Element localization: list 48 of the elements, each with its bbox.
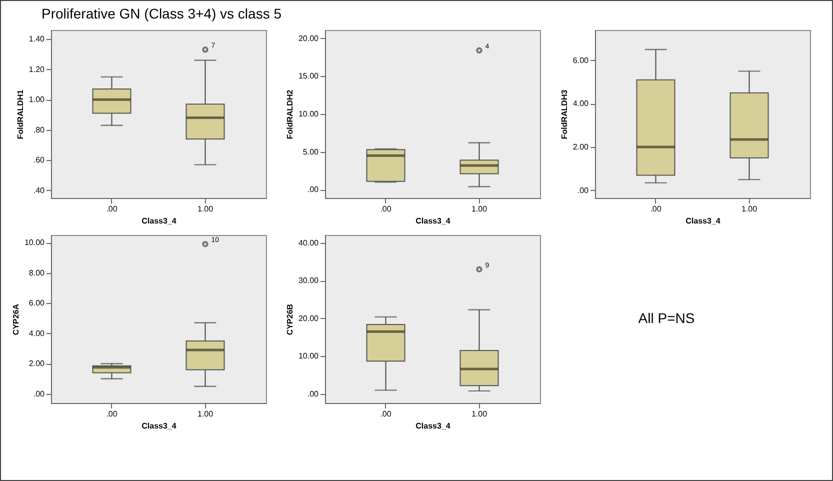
y-tick-label: .00 — [307, 389, 320, 398]
x-axis-title: Class3_4 — [142, 216, 177, 226]
y-tick-label: 10.00 — [298, 110, 320, 118]
x-tick-label: .00 — [380, 204, 392, 214]
y-tick-label: .60 — [33, 156, 46, 165]
y-tick-label: 20.00 — [298, 34, 320, 43]
x-tick-label: 1.00 — [741, 204, 758, 214]
y-tick-label: 2.00 — [28, 359, 46, 368]
y-tick-label: .00 — [577, 186, 590, 195]
y-axis-title: CYP26B — [285, 304, 294, 336]
x-tick-label: 1.00 — [471, 410, 488, 418]
y-axis-title: FoldRALDH1 — [16, 89, 25, 140]
y-tick-label: 30.00 — [298, 276, 320, 286]
chart-title: Proliferative GN (Class 3+4) vs class 5 — [41, 6, 282, 22]
y-tick-label: 4.00 — [28, 328, 46, 338]
x-tick-label: .00 — [106, 410, 118, 418]
y-tick-label: 6.00 — [28, 298, 46, 308]
y-tick-label: 10.00 — [298, 352, 320, 361]
x-axis-title: Class3_4 — [142, 422, 177, 430]
y-tick-label: 1.40 — [28, 34, 46, 44]
y-tick-label: .40 — [33, 186, 46, 195]
x-tick-label: .00 — [650, 204, 662, 214]
text: All P=NS — [638, 310, 695, 326]
x-tick-label: 1.00 — [197, 204, 214, 214]
y-axis-title: CYP26A — [11, 304, 20, 336]
x-tick-label: 1.00 — [471, 204, 488, 214]
y-tick-label: 6.00 — [572, 56, 590, 65]
x-axis-title: Class3_4 — [416, 216, 451, 226]
y-axis-title: FoldRALDH2 — [285, 89, 294, 140]
y-tick-label: 20.00 — [298, 314, 320, 323]
y-tick-label: 2.00 — [572, 142, 590, 152]
y-tick-label: 40.00 — [298, 238, 320, 248]
y-tick-label: 4.00 — [572, 99, 590, 108]
y-axis-title: FoldRALDH3 — [560, 89, 569, 140]
y-tick-label: .00 — [33, 389, 46, 398]
y-tick-label: .80 — [33, 125, 46, 134]
y-tick-label: 15.00 — [298, 72, 320, 81]
x-axis-title: Class3_4 — [416, 422, 451, 430]
x-tick-label: .00 — [380, 410, 392, 418]
x-axis-title: Class3_4 — [686, 216, 721, 226]
y-tick-label: .00 — [307, 185, 320, 194]
y-tick-label: 1.20 — [28, 64, 46, 74]
y-tick-label: 10.00 — [24, 238, 46, 248]
x-tick-label: 1.00 — [197, 410, 214, 418]
y-tick-label: 5.00 — [302, 147, 320, 156]
y-tick-label: 8.00 — [28, 268, 46, 278]
x-tick-label: .00 — [106, 204, 118, 214]
y-tick-label: 1.00 — [28, 95, 46, 104]
